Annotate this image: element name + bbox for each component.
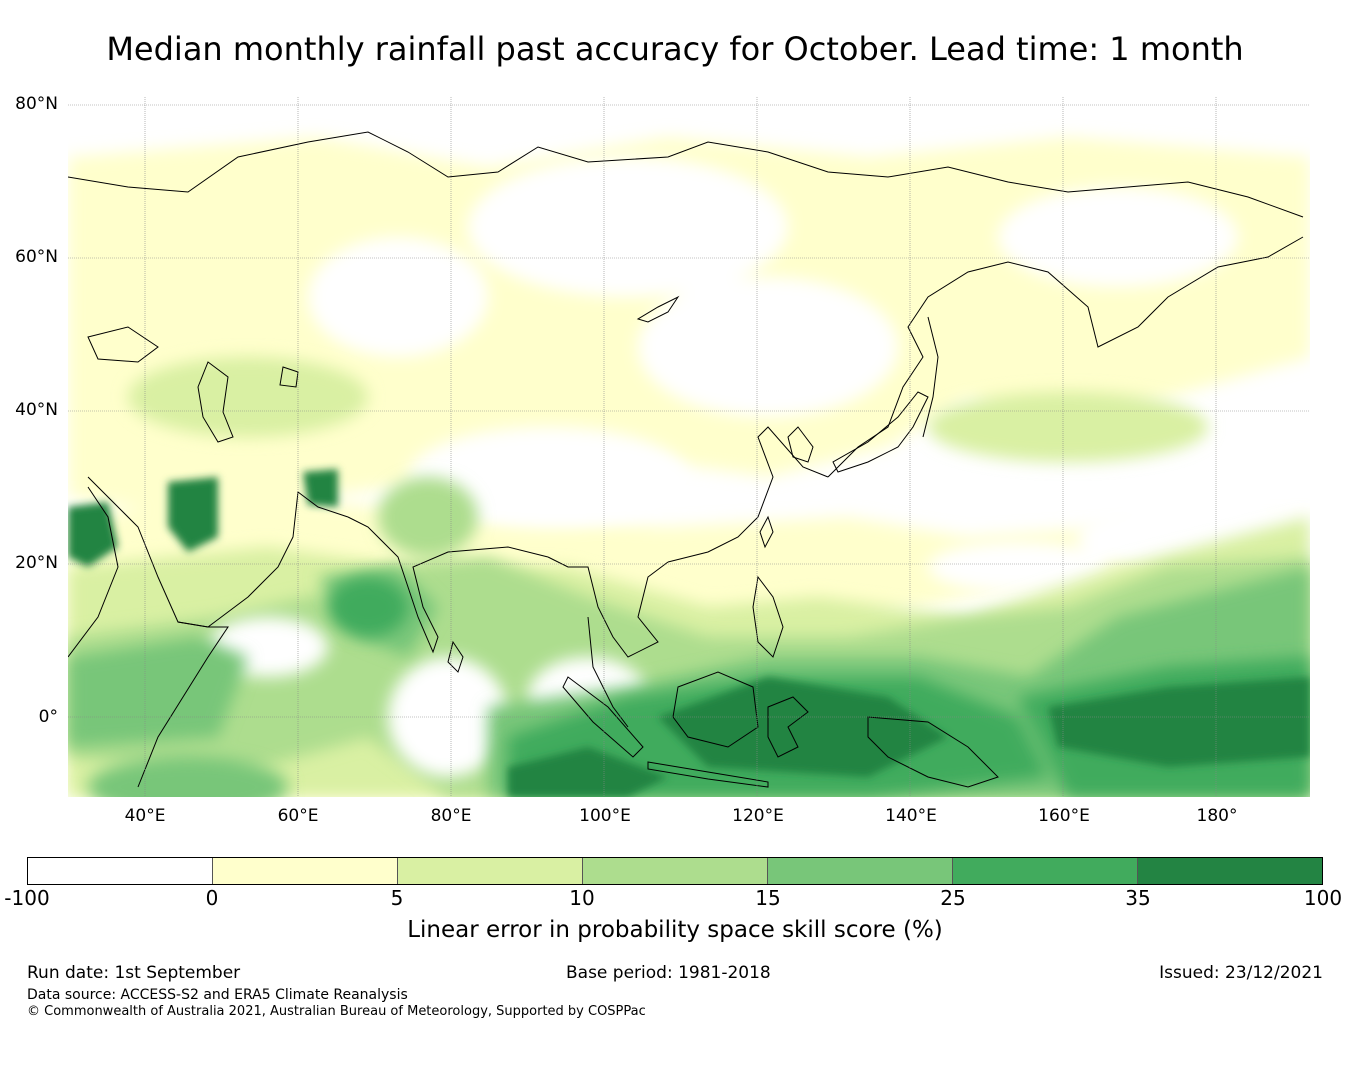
lat-label-0: 0° <box>38 707 58 727</box>
colorbar-bin-7 <box>1138 858 1322 884</box>
colorbar-tick: 25 <box>940 886 966 910</box>
issued-date: Issued: 23/12/2021 <box>1159 963 1323 983</box>
lon-label-80e: 80°E <box>430 806 472 826</box>
colorbar-tick: 100 <box>1303 886 1343 910</box>
colorbar-bin-5 <box>768 858 953 884</box>
base-period: Base period: 1981-2018 <box>566 963 771 983</box>
colorbar <box>27 857 1323 885</box>
copyright: © Commonwealth of Australia 2021, Austra… <box>27 1004 646 1019</box>
colorbar-bin-3 <box>398 858 583 884</box>
lon-label-160e: 160°E <box>1038 806 1090 826</box>
colorbar-tick: 35 <box>1125 886 1151 910</box>
skill-negative-regions <box>308 157 1310 707</box>
colorbar-bin-1 <box>28 858 213 884</box>
colorbar-tick: 5 <box>390 886 404 910</box>
run-date: Run date: 1st September <box>27 963 241 983</box>
lon-label-120e: 120°E <box>732 806 784 826</box>
data-source: Data source: ACCESS-S2 and ERA5 Climate … <box>27 987 408 1003</box>
skill-35-100-regions <box>68 469 1310 797</box>
coastlines <box>68 131 1304 788</box>
colorbar-tick: 15 <box>755 886 781 910</box>
lon-label-140e: 140°E <box>885 806 937 826</box>
map-title: Median monthly rainfall past accuracy fo… <box>106 30 1244 68</box>
colorbar-bin-6 <box>953 858 1138 884</box>
lat-label-20n: 20°N <box>15 553 58 573</box>
colorbar-label: Linear error in probability space skill … <box>407 917 943 943</box>
lon-label-100e: 100°E <box>579 806 631 826</box>
colorbar-bin-2 <box>213 858 398 884</box>
lon-label-60e: 60°E <box>277 806 319 826</box>
colorbar-tick: 0 <box>205 886 219 910</box>
colorbar-tick: 10 <box>569 886 595 910</box>
lat-label-40n: 40°N <box>15 400 58 420</box>
graticule <box>68 97 1310 797</box>
lat-label-60n: 60°N <box>15 247 58 267</box>
lat-label-80n: 80°N <box>15 94 58 114</box>
lon-label-40e: 40°E <box>124 806 166 826</box>
colorbar-bin-4 <box>583 858 768 884</box>
lon-label-180: 180° <box>1196 806 1238 826</box>
skill-score-map <box>68 97 1310 797</box>
colorbar-tick: -100 <box>4 886 50 910</box>
